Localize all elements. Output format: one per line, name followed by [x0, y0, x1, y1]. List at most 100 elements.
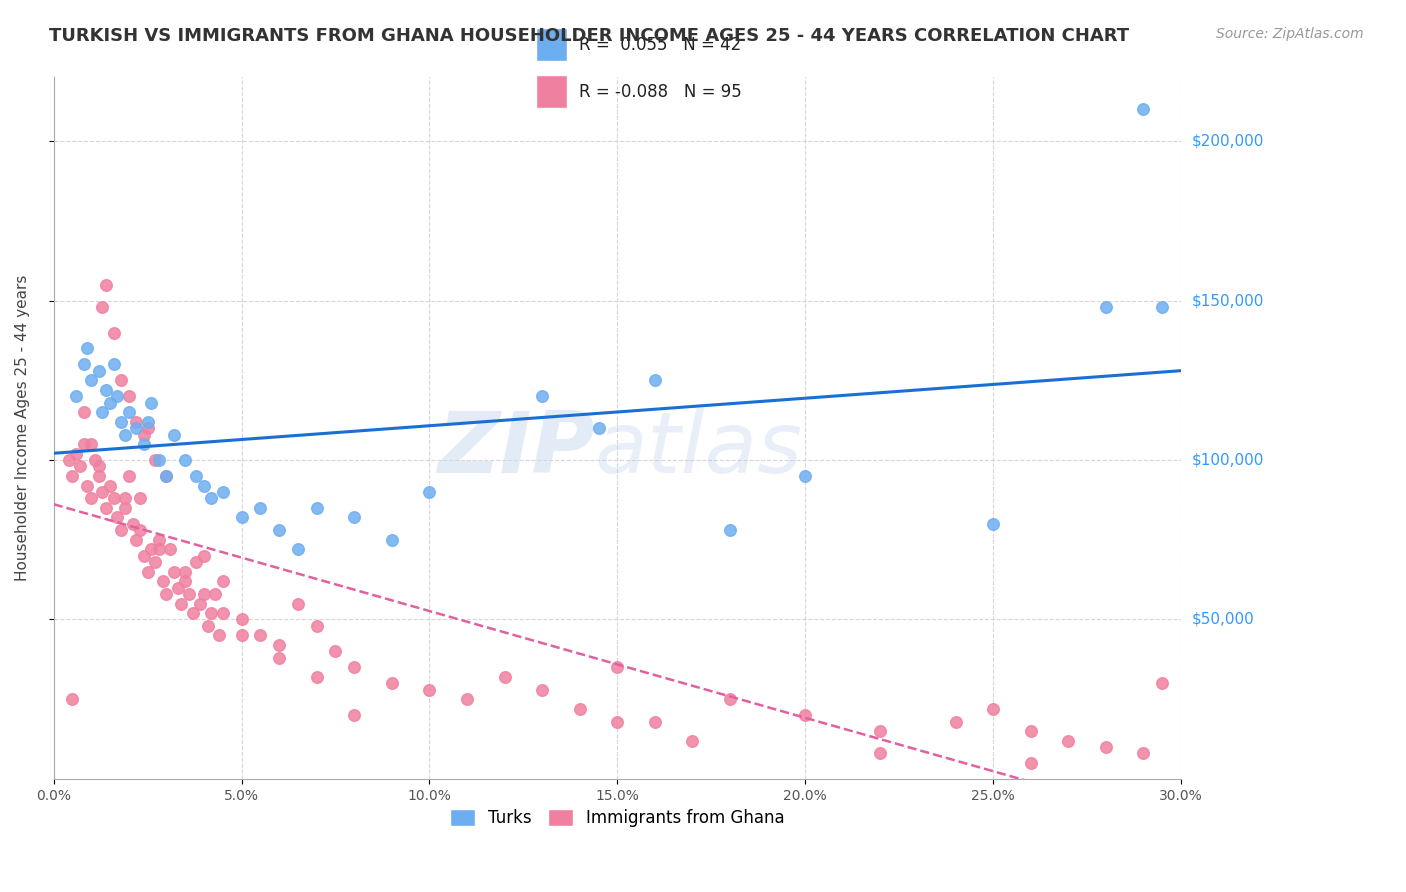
- Point: [181, 606, 204, 620]
- Point: [91, 300, 114, 314]
- Point: [148, 453, 170, 467]
- Point: [87, 469, 110, 483]
- Point: [118, 469, 141, 483]
- Point: [606, 714, 628, 729]
- Point: [418, 682, 440, 697]
- Point: [211, 574, 233, 589]
- Point: [267, 638, 290, 652]
- Point: [305, 670, 328, 684]
- Point: [1152, 676, 1174, 690]
- Point: [249, 500, 271, 515]
- Point: [143, 555, 166, 569]
- Point: [231, 510, 253, 524]
- Point: [606, 660, 628, 674]
- Point: [103, 326, 125, 340]
- Point: [73, 358, 96, 372]
- Point: [267, 650, 290, 665]
- Point: [231, 628, 253, 642]
- Point: [188, 597, 211, 611]
- Point: [531, 682, 554, 697]
- Point: [343, 510, 366, 524]
- Point: [418, 485, 440, 500]
- Point: [155, 587, 177, 601]
- Point: [73, 405, 96, 419]
- Point: [152, 574, 174, 589]
- Text: $50,000: $50,000: [1192, 612, 1254, 627]
- Point: [1094, 300, 1116, 314]
- Point: [132, 437, 155, 451]
- Point: [186, 469, 208, 483]
- Point: [163, 565, 186, 579]
- Text: $200,000: $200,000: [1192, 134, 1264, 149]
- Legend: Turks, Immigrants from Ghana: Turks, Immigrants from Ghana: [443, 802, 792, 834]
- Text: ZIP: ZIP: [437, 408, 595, 491]
- Point: [197, 619, 219, 633]
- Point: [644, 373, 666, 387]
- Point: [794, 708, 817, 723]
- Point: [110, 415, 132, 429]
- Point: [60, 692, 83, 706]
- Point: [80, 373, 103, 387]
- Point: [588, 421, 610, 435]
- Point: [136, 415, 159, 429]
- Point: [96, 500, 118, 515]
- Point: [494, 670, 516, 684]
- Point: [163, 427, 186, 442]
- Point: [869, 724, 891, 739]
- Point: [96, 277, 118, 292]
- Point: [186, 555, 208, 569]
- Point: [73, 437, 96, 451]
- Point: [305, 619, 328, 633]
- Point: [87, 459, 110, 474]
- Point: [118, 389, 141, 403]
- Point: [343, 660, 366, 674]
- Point: [200, 606, 222, 620]
- Point: [114, 500, 136, 515]
- Text: Source: ZipAtlas.com: Source: ZipAtlas.com: [1216, 27, 1364, 41]
- Point: [211, 606, 233, 620]
- Point: [60, 469, 83, 483]
- Point: [267, 523, 290, 537]
- Bar: [536, 28, 567, 61]
- Point: [193, 549, 215, 563]
- Point: [1019, 724, 1042, 739]
- Point: [174, 453, 197, 467]
- Point: [155, 469, 177, 483]
- Point: [136, 565, 159, 579]
- Bar: [536, 75, 567, 108]
- Point: [208, 628, 231, 642]
- Point: [1152, 300, 1174, 314]
- Point: [1057, 733, 1080, 747]
- Point: [981, 516, 1004, 531]
- Point: [76, 478, 98, 492]
- Point: [114, 491, 136, 506]
- Point: [98, 478, 121, 492]
- Point: [65, 447, 87, 461]
- Point: [1132, 103, 1154, 117]
- Point: [87, 364, 110, 378]
- Point: [76, 342, 98, 356]
- Point: [174, 565, 197, 579]
- Point: [204, 587, 226, 601]
- Point: [141, 395, 163, 409]
- Point: [84, 453, 107, 467]
- Point: [141, 542, 163, 557]
- Point: [58, 453, 80, 467]
- Point: [287, 542, 309, 557]
- Point: [170, 597, 193, 611]
- Point: [644, 714, 666, 729]
- Point: [69, 459, 91, 474]
- Point: [159, 542, 181, 557]
- Point: [305, 500, 328, 515]
- Point: [166, 581, 188, 595]
- Point: [121, 516, 143, 531]
- Point: [718, 523, 741, 537]
- Point: [343, 708, 366, 723]
- Point: [107, 389, 129, 403]
- Point: [177, 587, 200, 601]
- Text: R =  0.055   N = 42: R = 0.055 N = 42: [579, 36, 741, 54]
- Point: [125, 415, 148, 429]
- Point: [148, 533, 170, 547]
- Point: [381, 676, 404, 690]
- Point: [1094, 739, 1116, 754]
